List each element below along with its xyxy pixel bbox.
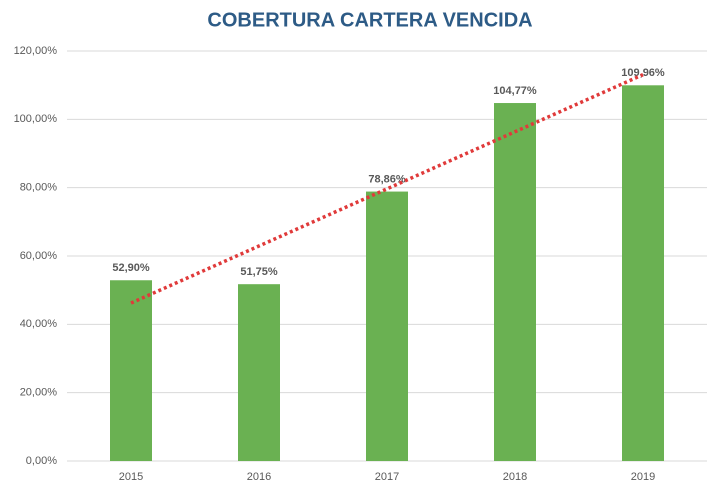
x-tick-label: 2015: [119, 471, 143, 483]
x-tick-label: 2018: [503, 471, 527, 483]
y-tick-label: 80,00%: [20, 182, 58, 194]
bar: [366, 191, 408, 462]
y-tick-label: 100,00%: [14, 113, 58, 125]
y-tick-label: 0,00%: [26, 455, 57, 467]
y-tick-label: 40,00%: [20, 318, 58, 330]
bar: [622, 85, 664, 461]
bar: [110, 280, 152, 461]
y-tick-label: 60,00%: [20, 250, 58, 262]
bar: [494, 103, 536, 462]
x-tick-label: 2016: [247, 471, 271, 483]
y-tick-label: 120,00%: [14, 45, 58, 57]
chart-title: COBERTURA CARTERA VENCIDA: [207, 9, 532, 31]
value-label: 109,96%: [621, 67, 665, 79]
value-label: 78,86%: [368, 173, 406, 185]
value-label: 51,75%: [240, 266, 278, 278]
bar: [238, 284, 280, 461]
value-label: 52,90%: [112, 262, 150, 274]
y-tick-label: 20,00%: [20, 387, 58, 399]
x-tick-label: 2017: [375, 471, 399, 483]
x-tick-label: 2019: [631, 471, 655, 483]
value-label: 104,77%: [493, 85, 537, 97]
